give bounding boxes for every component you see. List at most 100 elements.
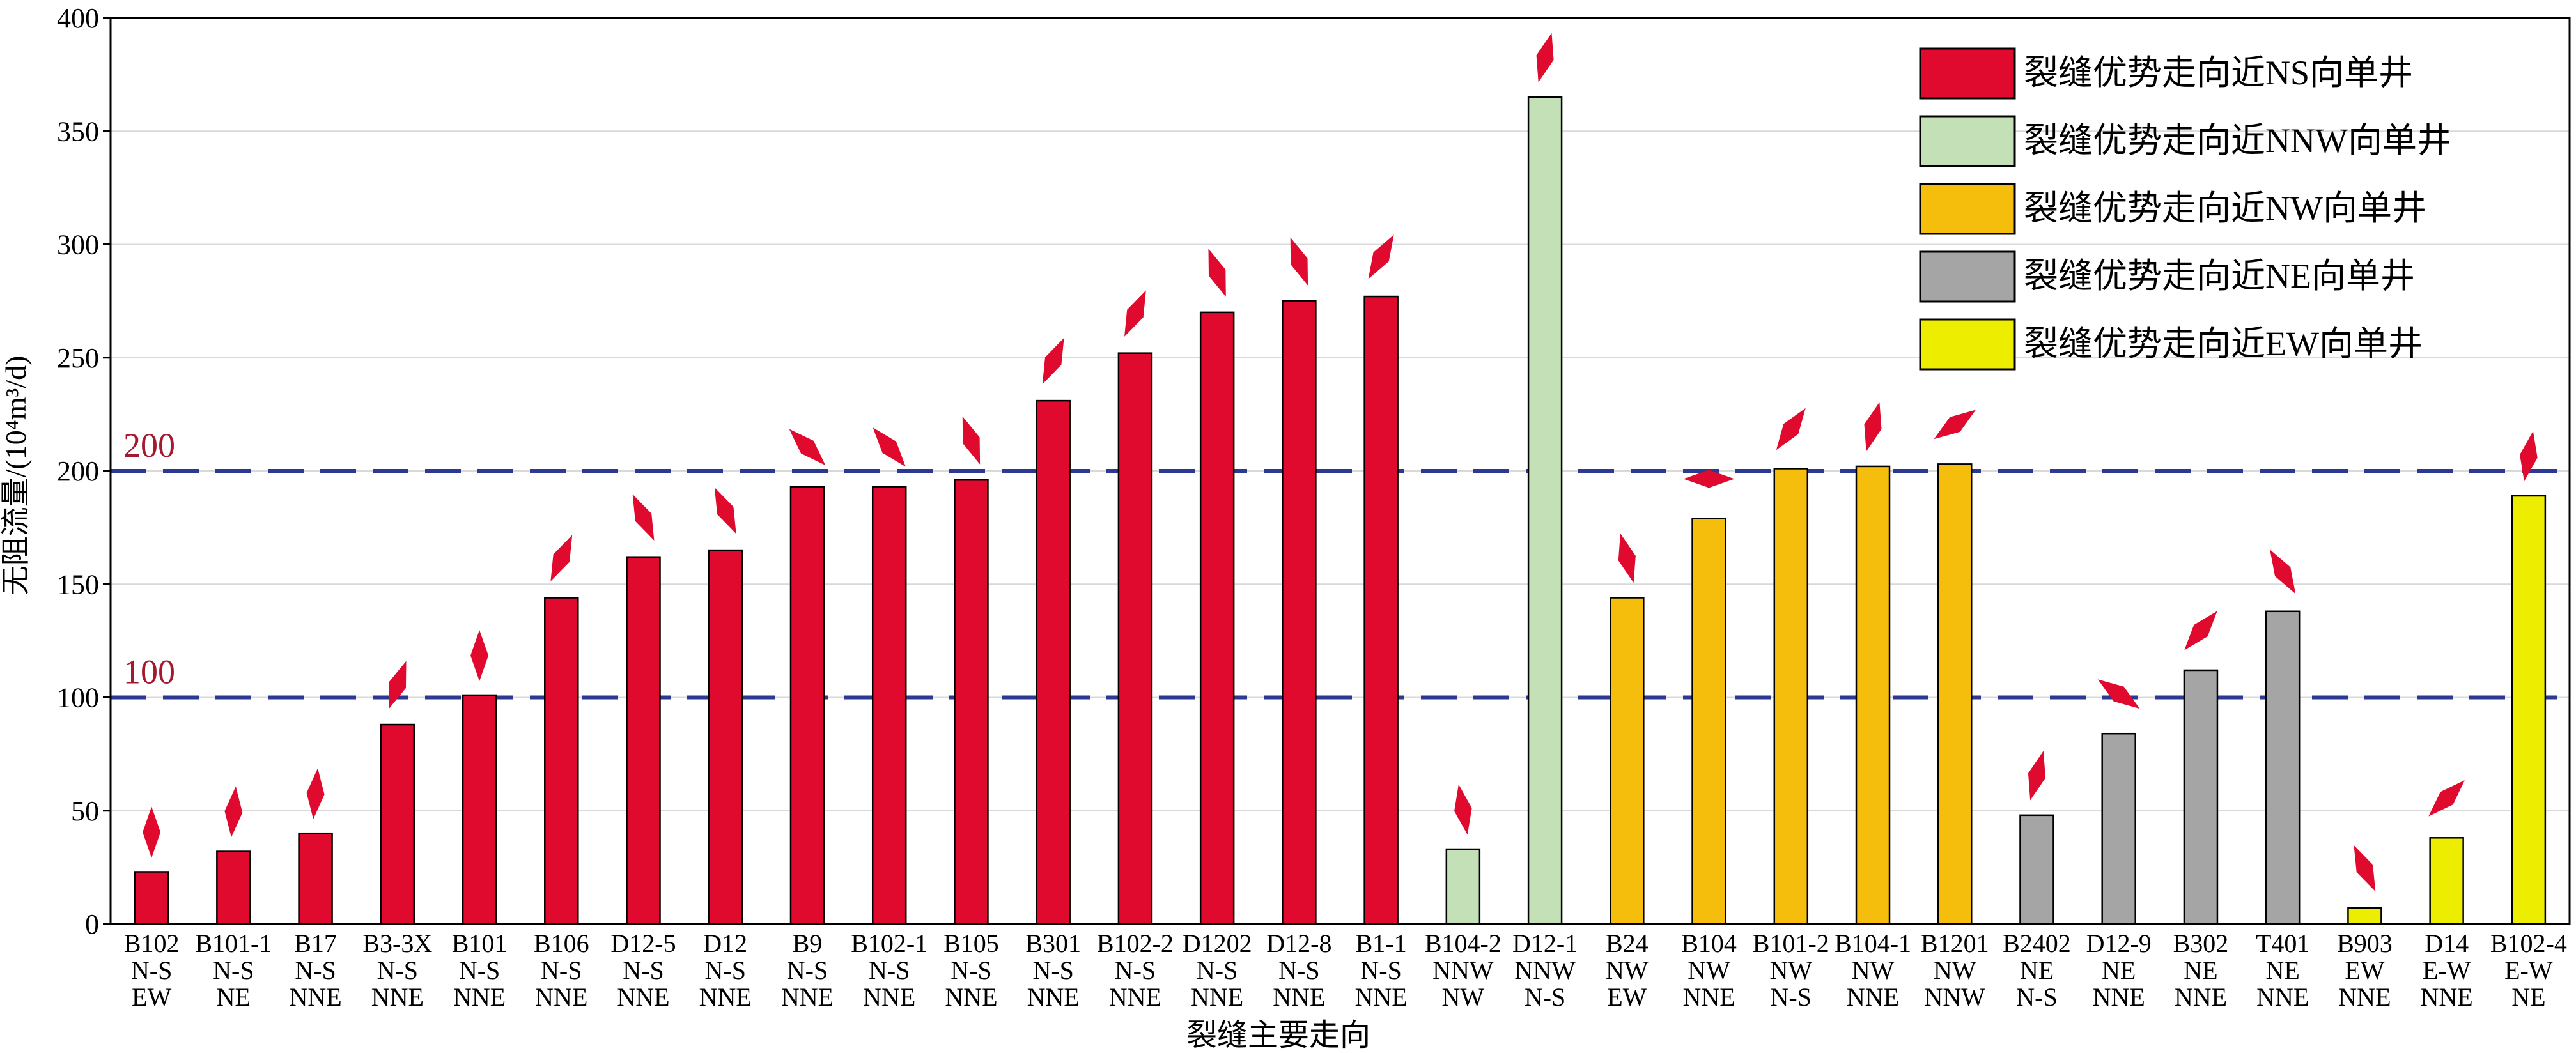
y-tick-label: 350 bbox=[57, 116, 99, 147]
x-tick-label-well: D12-9 bbox=[2086, 929, 2152, 958]
x-tick-label-dir2: NNE bbox=[1191, 983, 1243, 1011]
direction-marker bbox=[714, 487, 736, 534]
x-tick-label-dir1: N-S bbox=[459, 956, 500, 985]
x-tick-label-dir2: NNE bbox=[1355, 983, 1408, 1011]
legend-label: 裂缝优势走向近NE向单井 bbox=[2024, 257, 2415, 295]
x-tick-label-dir2: NNE bbox=[2175, 983, 2227, 1011]
reference-line-label: 100 bbox=[123, 653, 175, 691]
direction-marker bbox=[143, 806, 161, 858]
x-tick-label-well: B9 bbox=[793, 929, 823, 958]
y-tick-labels: 0 50 100 150 200 250 300 350 400 bbox=[57, 3, 111, 940]
x-tick-label-dir1: NNW bbox=[1432, 956, 1494, 985]
x-tick-label-dir2: NNE bbox=[453, 983, 506, 1011]
legend-label: 裂缝优势走向近EW向单井 bbox=[2024, 325, 2423, 363]
bar bbox=[1117, 352, 1153, 925]
bar bbox=[871, 486, 907, 925]
x-tick-label-well: B1-1 bbox=[1356, 929, 1407, 958]
x-tick-label-dir1: NNW bbox=[1514, 956, 1576, 985]
y-tick-label: 200 bbox=[57, 456, 99, 487]
y-tick-label: 300 bbox=[57, 229, 99, 261]
legend-swatch bbox=[1919, 318, 2016, 371]
x-tick-label-dir1: E-W bbox=[2504, 956, 2553, 985]
x-tick-label-dir1: E-W bbox=[2423, 956, 2471, 985]
bar bbox=[2019, 814, 2054, 925]
x-tick-label-dir2: NNE bbox=[617, 983, 669, 1011]
bar bbox=[1610, 597, 1645, 925]
x-tick-label-dir2: NNE bbox=[371, 983, 424, 1011]
legend-swatch bbox=[1919, 183, 2016, 235]
x-tick-label-dir1: NW bbox=[1688, 956, 1730, 985]
direction-marker bbox=[1042, 337, 1064, 385]
bar bbox=[1363, 295, 1399, 925]
bar bbox=[134, 871, 169, 925]
direction-marker bbox=[470, 629, 489, 681]
direction-marker bbox=[389, 661, 407, 709]
bar bbox=[789, 486, 825, 925]
direction-marker bbox=[1864, 402, 1882, 452]
direction-marker bbox=[632, 494, 655, 541]
x-tick-label-dir1: N-S bbox=[541, 956, 582, 985]
x-tick-label-well: B102-2 bbox=[1097, 929, 1174, 958]
direction-marker bbox=[2097, 679, 2140, 709]
y-tick-label: 100 bbox=[57, 682, 99, 714]
x-tick-label-dir1: N-S bbox=[950, 956, 991, 985]
bar bbox=[462, 694, 497, 925]
bar bbox=[1937, 463, 1973, 925]
direction-marker bbox=[1934, 410, 1976, 440]
y-tick-label: 250 bbox=[57, 342, 99, 374]
direction-marker bbox=[1618, 533, 1636, 583]
x-tick-label-dir1: NE bbox=[2266, 956, 2300, 985]
x-tick-label-well: B102-4 bbox=[2490, 929, 2567, 958]
x-tick-label-well: B105 bbox=[943, 929, 999, 958]
x-tick-label-dir2: N-S bbox=[2016, 983, 2057, 1011]
x-tick-label-dir1: NW bbox=[1852, 956, 1895, 985]
direction-marker bbox=[1208, 249, 1226, 297]
x-tick-label-dir2: NNE bbox=[781, 983, 834, 1011]
x-tick-label-dir1: NW bbox=[1606, 956, 1649, 985]
x-tick-label-dir2: EW bbox=[1607, 983, 1647, 1011]
x-tick-label-dir1: N-S bbox=[1032, 956, 1073, 985]
x-tick-label-well: T401 bbox=[2256, 929, 2309, 958]
direction-marker bbox=[2354, 845, 2376, 892]
direction-marker bbox=[1368, 234, 1394, 279]
x-tick-label-dir2: NNE bbox=[699, 983, 752, 1011]
x-tick-label-dir2: NNE bbox=[1273, 983, 1325, 1011]
legend-label: 裂缝优势走向近NS向单井 bbox=[2024, 54, 2413, 92]
x-tick-label-dir1: N-S bbox=[1278, 956, 1319, 985]
bar bbox=[298, 832, 333, 925]
x-tick-label-dir2: NNE bbox=[863, 983, 915, 1011]
x-tick-label-well: B101 bbox=[452, 929, 508, 958]
grid-lines bbox=[111, 130, 2570, 811]
x-tick-label-well: D12-5 bbox=[610, 929, 676, 958]
legend-label: 裂缝优势走向近NNW向单井 bbox=[2024, 121, 2451, 160]
y-axis-label: 无阻流量/(10⁴m³/d) bbox=[0, 356, 32, 596]
x-tick-label-well: D14 bbox=[2425, 929, 2469, 958]
x-tick-label-dir1: EW bbox=[2345, 956, 2384, 985]
reference-line-label: 200 bbox=[123, 426, 175, 465]
x-tick-label-dir1: N-S bbox=[377, 956, 418, 985]
direction-marker bbox=[2428, 780, 2465, 817]
x-tick-label-dir2: NNE bbox=[2338, 983, 2391, 1011]
legend: 裂缝优势走向近NS向单井裂缝优势走向近NNW向单井裂缝优势走向近NW向单井裂缝优… bbox=[1919, 47, 2451, 371]
x-tick-label-dir2: NW bbox=[1442, 983, 1485, 1011]
x-tick-label-well: B102 bbox=[124, 929, 180, 958]
direction-marker bbox=[873, 427, 906, 467]
direction-marker bbox=[1536, 33, 1554, 82]
x-tick-label-well: B24 bbox=[1606, 929, 1649, 958]
x-tick-label-dir1: NE bbox=[2184, 956, 2217, 985]
x-tick-label-well: D12-1 bbox=[1512, 929, 1578, 958]
direction-marker bbox=[1776, 408, 1806, 450]
x-tick-label-well: B102-1 bbox=[851, 929, 927, 958]
x-tick-label-dir2: NNE bbox=[535, 983, 587, 1011]
x-tick-label-dir2: NNE bbox=[2256, 983, 2309, 1011]
bar bbox=[2347, 907, 2382, 925]
bar bbox=[2429, 837, 2464, 925]
x-tick-label-dir1: NW bbox=[1934, 956, 1976, 985]
x-tick-label-dir2: NNE bbox=[1847, 983, 1899, 1011]
bar bbox=[1445, 848, 1481, 925]
x-tick-label-dir2: NNE bbox=[2421, 983, 2473, 1011]
direction-marker bbox=[306, 768, 325, 820]
direction-markers bbox=[143, 33, 2538, 892]
x-tick-label-well: B104-1 bbox=[1835, 929, 1911, 958]
